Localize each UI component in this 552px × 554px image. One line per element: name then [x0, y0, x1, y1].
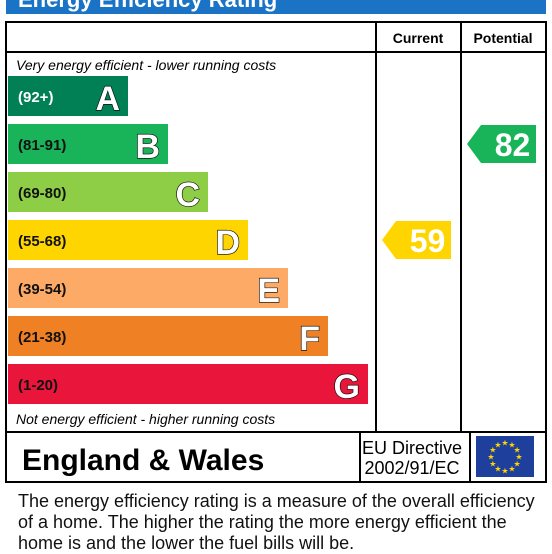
band-bar [8, 268, 288, 308]
band-letter: C [175, 176, 200, 214]
band-range-label: (21-38) [18, 329, 66, 346]
band-c: (69-80) C [8, 172, 208, 215]
flag-star: ★ [494, 440, 501, 449]
band-letter: A [95, 80, 120, 118]
directive-line-1: EU Directive [362, 438, 462, 458]
potential-header: Potential [473, 30, 532, 46]
chart-title: Energy Efficiency Rating [6, 0, 546, 14]
arrow-value: 82 [495, 127, 531, 163]
arrow-shape [467, 125, 536, 163]
band-range-label: (1-20) [18, 377, 58, 394]
bottom-note: Not energy efficient - higher running co… [16, 411, 275, 427]
rating-bands: (92+) A (81-91) B (69-80) C (55-68) D (39-54) E (2… [8, 76, 368, 407]
band-b: (81-91) B [8, 124, 168, 167]
flag-star: ★ [515, 453, 522, 462]
directive-line-2: 2002/91/EC [364, 458, 459, 478]
band-range-label: (81-91) [18, 137, 66, 154]
band-g: (1-20) G [8, 364, 368, 407]
band-range-label: (39-54) [18, 281, 66, 298]
potential-rating-arrow: 82 [467, 125, 536, 163]
flag-star: ★ [501, 439, 508, 448]
flag-star: ★ [508, 440, 515, 449]
flag-star: ★ [508, 465, 515, 474]
band-bar [8, 364, 368, 404]
band-bar [8, 316, 328, 356]
flag-star: ★ [487, 453, 494, 462]
chart-frame [5, 21, 547, 483]
band-bar [8, 220, 248, 260]
rating-arrows: 59 82 [382, 125, 536, 259]
arrow-value: 59 [410, 223, 446, 259]
flag-field [476, 436, 534, 477]
band-range-label: (55-68) [18, 233, 66, 250]
band-a: (92+) A [8, 76, 128, 119]
arrow-shape [382, 221, 451, 259]
band-bar [8, 124, 168, 164]
eu-flag-icon: ★ ★★★★★★★★★★★ [476, 436, 534, 477]
flag-star: ★ [514, 460, 521, 469]
top-note: Very energy efficient - lower running co… [16, 57, 276, 73]
flag-star: ★ [489, 446, 496, 455]
current-header: Current [393, 30, 444, 46]
flag-star: ★ [494, 465, 501, 474]
band-bar [8, 172, 208, 212]
flag-star: ★ [489, 460, 496, 469]
band-letter: B [135, 128, 160, 166]
band-range-label: (69-80) [18, 185, 66, 202]
band-letter: D [215, 224, 240, 262]
flag-star: ★ [501, 467, 508, 476]
current-rating-arrow: 59 [382, 221, 451, 259]
description-text: The energy efficiency rating is a measur… [18, 491, 535, 553]
band-range-label: (92+) [18, 89, 53, 106]
flag-star: ★ [514, 446, 521, 455]
band-e: (39-54) E [8, 268, 288, 311]
region-label: England & Wales [22, 444, 264, 477]
band-d: (55-68) D [8, 220, 248, 263]
band-letter: F [299, 320, 320, 358]
band-f: (21-38) F [8, 316, 328, 359]
band-bar [8, 76, 128, 116]
band-letter: G [334, 368, 360, 406]
band-letter: E [257, 272, 280, 310]
